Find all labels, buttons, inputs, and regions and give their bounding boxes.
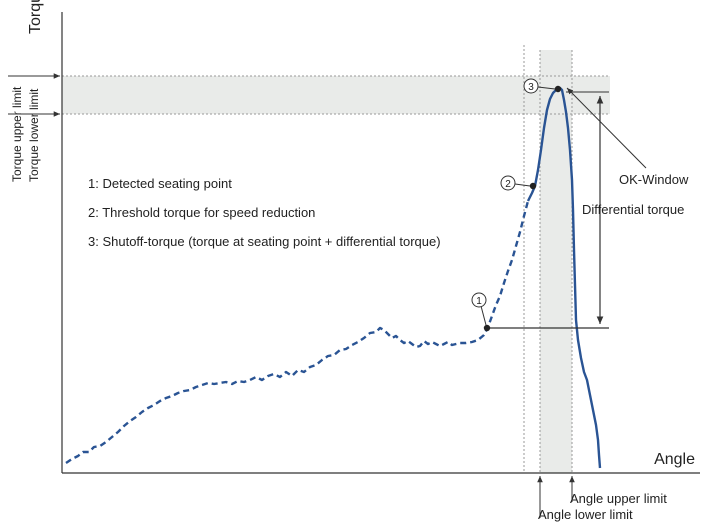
torque-window-band bbox=[62, 76, 610, 114]
angle-lower-limit-label: Angle lower limit bbox=[538, 507, 633, 522]
marker-1-label: 1 bbox=[476, 296, 482, 307]
torque-lower-limit-label: Torque lower limit bbox=[27, 88, 41, 182]
marker-3-leader bbox=[537, 86, 556, 90]
marker-2-circle bbox=[500, 175, 516, 191]
angle-upper-limit-label: Angle upper limit bbox=[570, 491, 667, 506]
legend-item-2: 2: Threshold torque for speed reduction bbox=[88, 205, 315, 220]
marker-2-leader bbox=[514, 183, 531, 187]
legend-item-3: 3: Shutoff-torque (torque at seating poi… bbox=[88, 234, 441, 249]
legend-item-1: 1: Detected seating point bbox=[88, 176, 232, 191]
seating-point-dot bbox=[483, 324, 491, 332]
y-axis-label: Torque bbox=[27, 0, 44, 34]
x-axis-label: Angle bbox=[654, 451, 695, 468]
threshold-point-dot bbox=[529, 182, 537, 190]
ok-window-pointer bbox=[566, 87, 647, 169]
torque-curve-dashed bbox=[65, 200, 530, 464]
marker-1-circle bbox=[471, 292, 487, 308]
marker-1-leader bbox=[480, 305, 487, 326]
differential-torque-label: Differential torque bbox=[582, 202, 684, 217]
shutoff-point-dot bbox=[554, 85, 562, 93]
torque-curve-solid bbox=[526, 86, 602, 469]
marker-3-circle bbox=[523, 78, 539, 94]
marker-2-label: 2 bbox=[505, 179, 511, 190]
ok-window-label: OK-Window bbox=[619, 172, 689, 187]
marker-3-label: 3 bbox=[528, 82, 534, 93]
torque-upper-limit-label: Torque upper limit bbox=[10, 86, 24, 182]
